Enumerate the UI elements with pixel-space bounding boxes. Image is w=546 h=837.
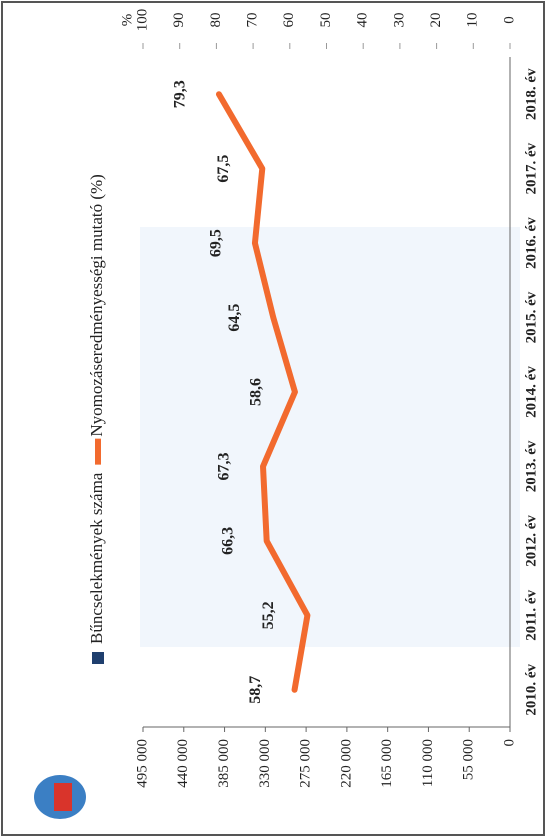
- legend-label: Nyomozáseredményességi mutató (%): [87, 174, 106, 436]
- x-tick-label: 2015. év: [523, 291, 539, 343]
- data-label: 66,3: [219, 527, 236, 555]
- y2-tick-label: 10: [465, 13, 481, 28]
- y-tick-label: 330 000: [257, 739, 273, 788]
- x-tick-label: 2011. év: [523, 589, 539, 640]
- x-tick-label: 2014. év: [523, 366, 539, 418]
- y2-tick-label: 30: [391, 13, 407, 28]
- x-tick-label: 2013. év: [523, 440, 539, 492]
- x-tick-label: 2017. év: [523, 142, 539, 194]
- y2-axis-label: %: [119, 14, 135, 27]
- data-label: 67,5: [215, 155, 232, 183]
- y2-tick-label: 70: [245, 13, 261, 28]
- y-tick-label: 495 000: [134, 739, 150, 788]
- y2-tick-label: 60: [281, 13, 297, 28]
- y2-tick-label: 40: [355, 13, 371, 28]
- y2-tick-label: 80: [208, 13, 224, 28]
- x-tick-label: 2012. év: [523, 515, 539, 567]
- y2-tick-label: 50: [318, 13, 334, 28]
- legend-label: Bűncselekmények száma: [87, 472, 106, 644]
- y-tick-label: 440 000: [175, 739, 191, 788]
- y2-tick-label: 0: [501, 16, 517, 24]
- legend: Bűncselekmények száma Nyomozáseredményess…: [87, 174, 106, 664]
- data-label: 67,3: [216, 452, 233, 480]
- data-label: 58,6: [248, 378, 265, 406]
- y-tick-label: 220 000: [338, 739, 354, 788]
- legend-swatch: [92, 652, 104, 664]
- data-label: 79,3: [172, 80, 189, 108]
- y2-tick-label: 90: [171, 13, 187, 28]
- background-image: [140, 227, 520, 647]
- data-label: 64,5: [226, 304, 243, 332]
- y2-tick-label: 100: [134, 9, 150, 32]
- rotated-chart: % 0 55 000 110 000 165 000 220 000 275 000 330…: [34, 9, 539, 819]
- y-tick-label: 275 000: [298, 739, 314, 788]
- y-tick-label: 165 000: [379, 739, 395, 788]
- x-tick-label: 2016. év: [523, 217, 539, 269]
- y-tick-label: 55 000: [461, 739, 477, 780]
- data-label: 69,5: [208, 229, 225, 257]
- y2-tick-label: 20: [428, 13, 444, 28]
- x-tick-label: 2010. év: [523, 663, 539, 715]
- series-line: [215, 91, 311, 693]
- y-tick-label: 110 000: [420, 739, 436, 787]
- emblem: [34, 775, 86, 819]
- data-label: 58,7: [247, 676, 264, 704]
- data-label: 55,2: [260, 601, 277, 629]
- y-tick-label: 0: [501, 739, 517, 747]
- y-tick-label: 385 000: [216, 739, 232, 788]
- x-tick-label: 2018. év: [523, 68, 539, 120]
